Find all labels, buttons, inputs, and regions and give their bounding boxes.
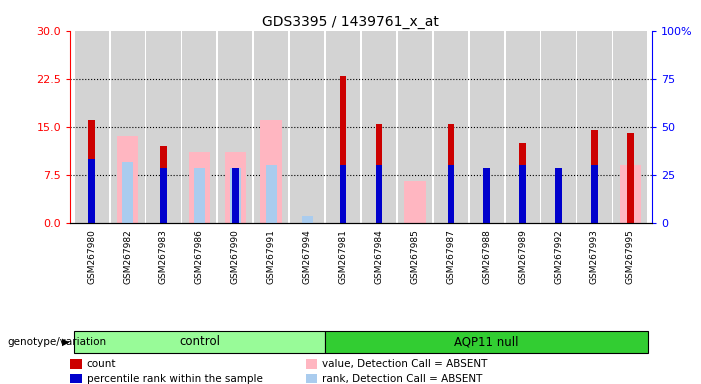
Text: GDS3395 / 1439761_x_at: GDS3395 / 1439761_x_at bbox=[262, 15, 439, 29]
Bar bbox=[578, 31, 611, 223]
Bar bbox=[447, 124, 454, 223]
Bar bbox=[340, 76, 346, 223]
Bar bbox=[161, 146, 167, 223]
Bar bbox=[519, 143, 526, 223]
Bar bbox=[254, 31, 288, 223]
Bar bbox=[505, 31, 540, 223]
Bar bbox=[404, 181, 426, 223]
Bar bbox=[266, 165, 277, 223]
Text: control: control bbox=[179, 335, 220, 348]
FancyBboxPatch shape bbox=[325, 331, 648, 353]
Bar bbox=[122, 162, 133, 223]
Bar bbox=[591, 165, 598, 223]
Bar bbox=[306, 359, 318, 369]
Bar bbox=[70, 359, 82, 369]
Bar bbox=[519, 165, 526, 223]
Bar bbox=[362, 31, 396, 223]
Bar bbox=[541, 31, 576, 223]
Bar bbox=[434, 31, 468, 223]
Bar bbox=[261, 120, 282, 223]
Bar bbox=[306, 374, 318, 384]
Bar bbox=[161, 168, 167, 223]
Bar bbox=[218, 31, 252, 223]
Bar bbox=[447, 165, 454, 223]
Bar bbox=[290, 31, 324, 223]
Bar bbox=[470, 31, 504, 223]
Bar bbox=[182, 31, 217, 223]
Bar bbox=[74, 31, 109, 223]
Bar bbox=[484, 168, 490, 223]
Bar bbox=[194, 168, 205, 223]
Text: ▶: ▶ bbox=[62, 337, 69, 347]
Bar bbox=[117, 136, 138, 223]
Text: value, Detection Call = ABSENT: value, Detection Call = ABSENT bbox=[322, 359, 487, 369]
Bar bbox=[111, 31, 144, 223]
Bar bbox=[224, 152, 246, 223]
Bar bbox=[555, 168, 562, 223]
Bar bbox=[88, 159, 95, 223]
Bar bbox=[301, 216, 313, 223]
Bar bbox=[232, 168, 238, 223]
Bar bbox=[88, 120, 95, 223]
Bar bbox=[591, 130, 598, 223]
Bar bbox=[340, 165, 346, 223]
Bar bbox=[376, 124, 382, 223]
Bar bbox=[326, 31, 360, 223]
Bar bbox=[70, 374, 82, 384]
Text: genotype/variation: genotype/variation bbox=[7, 337, 106, 347]
Text: rank, Detection Call = ABSENT: rank, Detection Call = ABSENT bbox=[322, 374, 482, 384]
Bar bbox=[620, 165, 641, 223]
FancyBboxPatch shape bbox=[74, 331, 325, 353]
Text: count: count bbox=[87, 359, 116, 369]
Text: percentile rank within the sample: percentile rank within the sample bbox=[87, 374, 262, 384]
Bar bbox=[147, 31, 181, 223]
Bar bbox=[398, 31, 432, 223]
Bar bbox=[627, 133, 634, 223]
Text: AQP11 null: AQP11 null bbox=[454, 335, 519, 348]
Bar bbox=[376, 165, 382, 223]
Bar bbox=[613, 31, 648, 223]
Bar bbox=[189, 152, 210, 223]
Bar bbox=[230, 168, 240, 223]
